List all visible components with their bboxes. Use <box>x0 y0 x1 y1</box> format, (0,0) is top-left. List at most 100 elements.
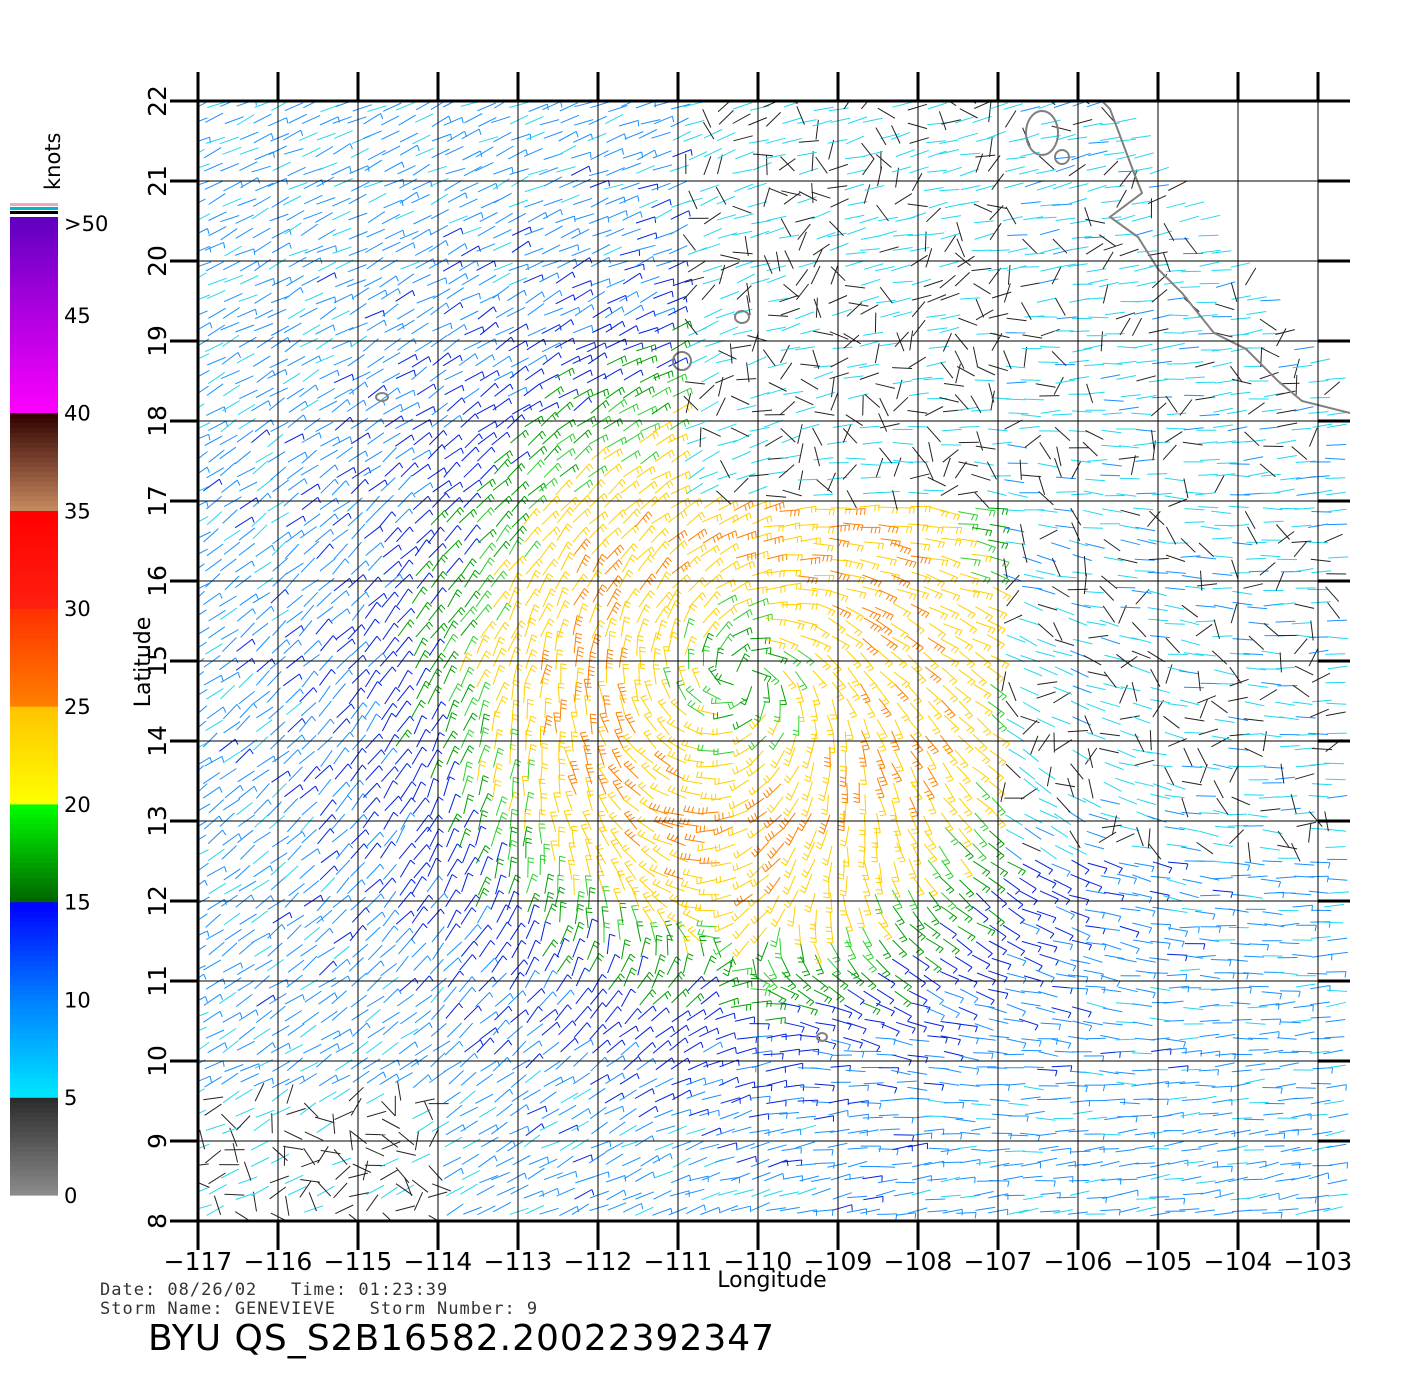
wind-barb <box>763 972 778 988</box>
wind-barb-flag <box>597 745 605 747</box>
wind-barb-flag <box>924 966 930 972</box>
wind-barb <box>734 732 752 745</box>
wind-barb-flag <box>746 872 751 879</box>
wind-barb <box>349 814 365 830</box>
wind-barb-flag <box>753 848 759 855</box>
wind-barb <box>598 795 609 814</box>
color-scale-band <box>10 500 58 507</box>
wind-barb-flag <box>541 742 548 745</box>
wind-barb-flag <box>708 632 714 637</box>
wind-barb <box>941 860 954 877</box>
wind-barb <box>925 956 942 970</box>
wind-barb <box>809 892 816 913</box>
wind-barb <box>1168 1065 1189 1069</box>
wind-barb-flag <box>1117 878 1121 885</box>
wind-barb <box>462 1138 481 1149</box>
wind-barb <box>223 721 241 734</box>
wind-barb <box>1308 795 1329 798</box>
wind-barb <box>844 1176 865 1181</box>
wind-barb <box>1104 954 1125 960</box>
wind-barb <box>783 650 801 663</box>
wind-barb-flag <box>704 1077 707 1084</box>
wind-barb <box>476 1073 494 1087</box>
wind-barb-flag <box>942 744 949 748</box>
wind-barb <box>1022 1175 1043 1179</box>
wind-barb <box>973 828 988 845</box>
wind-barb-flag <box>750 741 755 748</box>
wind-barb <box>443 776 450 797</box>
wind-barb <box>975 941 993 954</box>
wind-barb <box>1309 763 1330 766</box>
color-scale-band <box>10 1190 58 1196</box>
wind-barb <box>1308 1172 1329 1180</box>
wind-barb-flag <box>763 777 768 784</box>
wind-barb <box>958 1099 979 1102</box>
wind-barb-flag <box>1000 811 1006 816</box>
wind-barb-flag <box>404 732 410 738</box>
wind-barb <box>798 924 801 945</box>
wind-barb-flag <box>667 817 671 824</box>
wind-barb-flag <box>906 986 912 992</box>
color-scale-band <box>10 1126 58 1133</box>
color-scale-band <box>10 823 58 829</box>
wind-barb-flag <box>642 955 649 959</box>
wind-barb-flag <box>424 650 431 655</box>
wind-barb <box>304 915 322 929</box>
wind-barb-flag <box>580 731 587 734</box>
wind-barb <box>625 878 637 896</box>
wind-barb-flag <box>908 873 915 876</box>
wind-barb-flag <box>711 955 717 960</box>
wind-barb <box>1115 777 1135 785</box>
wind-barb-flag <box>916 734 922 739</box>
wind-barb <box>1150 923 1171 926</box>
wind-barb <box>591 1121 608 1135</box>
wind-barb <box>464 697 474 717</box>
wind-barb-flag <box>665 879 670 885</box>
wind-barb-flag <box>842 861 849 863</box>
wind-barb <box>364 701 377 719</box>
wind-barb <box>941 700 956 716</box>
wind-barb <box>446 1203 464 1216</box>
wind-barb <box>284 994 303 1005</box>
wind-barb <box>1072 1110 1093 1115</box>
wind-barb <box>586 791 593 811</box>
wind-barb-flag <box>753 1081 756 1088</box>
wind-barb <box>331 829 349 843</box>
wind-barb <box>661 680 671 699</box>
wind-barb <box>496 921 508 940</box>
wind-barb-flag <box>1038 965 1043 972</box>
wind-barb-flag <box>409 715 415 722</box>
wind-barb <box>652 838 673 846</box>
wind-barb-flag <box>564 937 570 942</box>
wind-barb <box>430 1023 447 1037</box>
wind-barb-flag <box>630 783 636 789</box>
wind-barb <box>1035 781 1052 795</box>
color-scale-band <box>10 1033 58 1040</box>
wind-barb-flag <box>839 982 846 988</box>
wind-barb-flag <box>530 715 537 719</box>
wind-barb <box>847 1195 868 1199</box>
wind-barb-flag <box>935 986 941 992</box>
wind-barb-flag <box>494 957 499 964</box>
wind-barb <box>300 702 317 717</box>
wind-barb-flag <box>1066 871 1071 877</box>
wind-barb <box>1164 810 1185 816</box>
wind-barb-flag <box>525 837 532 840</box>
wind-barb <box>1069 1190 1090 1196</box>
wind-barb <box>333 1182 348 1199</box>
wind-barb <box>1199 938 1220 942</box>
wind-barb <box>1100 1209 1121 1212</box>
wind-barb <box>814 1162 835 1165</box>
color-scale-band <box>10 593 58 600</box>
wind-barb <box>1308 890 1329 894</box>
wind-barb <box>1003 878 1021 891</box>
wind-barb <box>460 1071 477 1086</box>
color-scale-band <box>10 896 58 903</box>
wind-barb <box>349 1192 369 1198</box>
wind-barb-flag <box>379 831 385 838</box>
wind-barb-flag <box>552 903 558 908</box>
wind-barb <box>286 924 302 940</box>
wind-barb <box>788 890 799 909</box>
wind-barb-flag <box>825 907 832 909</box>
wind-barb-flag <box>598 874 605 877</box>
